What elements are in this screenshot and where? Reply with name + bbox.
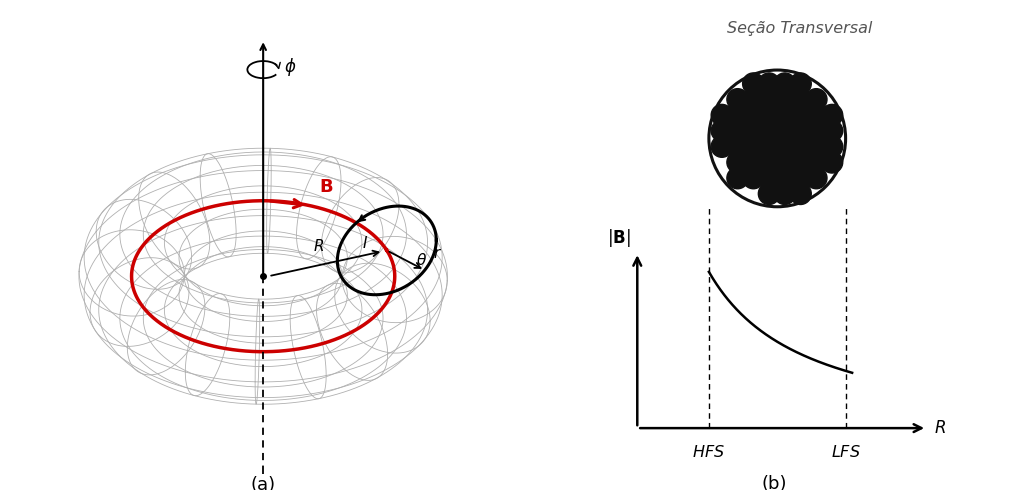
Text: $\theta$: $\theta$ [416, 252, 427, 268]
Circle shape [774, 73, 796, 95]
Circle shape [759, 183, 780, 204]
Circle shape [806, 136, 827, 157]
Text: Seção Transversal: Seção Transversal [728, 21, 873, 36]
Circle shape [727, 120, 748, 142]
Circle shape [759, 120, 780, 142]
Circle shape [789, 73, 811, 95]
Text: $R$: $R$ [934, 419, 945, 437]
Circle shape [774, 89, 796, 110]
Circle shape [709, 70, 845, 207]
Text: (a): (a) [251, 476, 276, 490]
Circle shape [806, 104, 827, 126]
Circle shape [774, 120, 796, 142]
Circle shape [789, 89, 811, 110]
Text: $\mathit{LFS}$: $\mathit{LFS}$ [831, 444, 861, 461]
Circle shape [821, 120, 843, 142]
Text: $|\mathbf{B}|$: $|\mathbf{B}|$ [607, 227, 631, 249]
Text: $R$: $R$ [313, 238, 324, 254]
Circle shape [806, 120, 827, 142]
Circle shape [759, 89, 780, 110]
Circle shape [743, 167, 764, 189]
Circle shape [743, 151, 764, 173]
Circle shape [789, 136, 811, 157]
Circle shape [774, 136, 796, 157]
Circle shape [821, 151, 843, 173]
Circle shape [789, 104, 811, 126]
Circle shape [743, 120, 764, 142]
Circle shape [806, 167, 827, 189]
Circle shape [806, 151, 827, 173]
Circle shape [789, 167, 811, 189]
Circle shape [711, 104, 733, 126]
Circle shape [789, 183, 811, 204]
Circle shape [727, 104, 748, 126]
Circle shape [759, 104, 780, 126]
Text: (b): (b) [762, 475, 786, 490]
Circle shape [743, 73, 764, 95]
Circle shape [789, 151, 811, 173]
Text: $r$: $r$ [432, 246, 442, 261]
Circle shape [711, 136, 733, 157]
Circle shape [789, 120, 811, 142]
Circle shape [774, 151, 796, 173]
Circle shape [806, 89, 827, 110]
Circle shape [821, 136, 843, 157]
Circle shape [743, 136, 764, 157]
Circle shape [774, 167, 796, 189]
Circle shape [759, 151, 780, 173]
Circle shape [821, 104, 843, 126]
Circle shape [774, 183, 796, 204]
Circle shape [774, 104, 796, 126]
Text: $\mathbf{B}$: $\mathbf{B}$ [319, 178, 333, 196]
Circle shape [759, 73, 780, 95]
Circle shape [727, 89, 748, 110]
Circle shape [743, 104, 764, 126]
Circle shape [759, 136, 780, 157]
Circle shape [743, 89, 764, 110]
Circle shape [727, 151, 748, 173]
Circle shape [759, 167, 780, 189]
Text: $\phi$: $\phi$ [284, 56, 296, 78]
Circle shape [711, 120, 733, 142]
Text: $I$: $I$ [361, 235, 367, 250]
Text: $\mathit{HFS}$: $\mathit{HFS}$ [692, 444, 725, 461]
Circle shape [727, 136, 748, 157]
Circle shape [727, 167, 748, 189]
